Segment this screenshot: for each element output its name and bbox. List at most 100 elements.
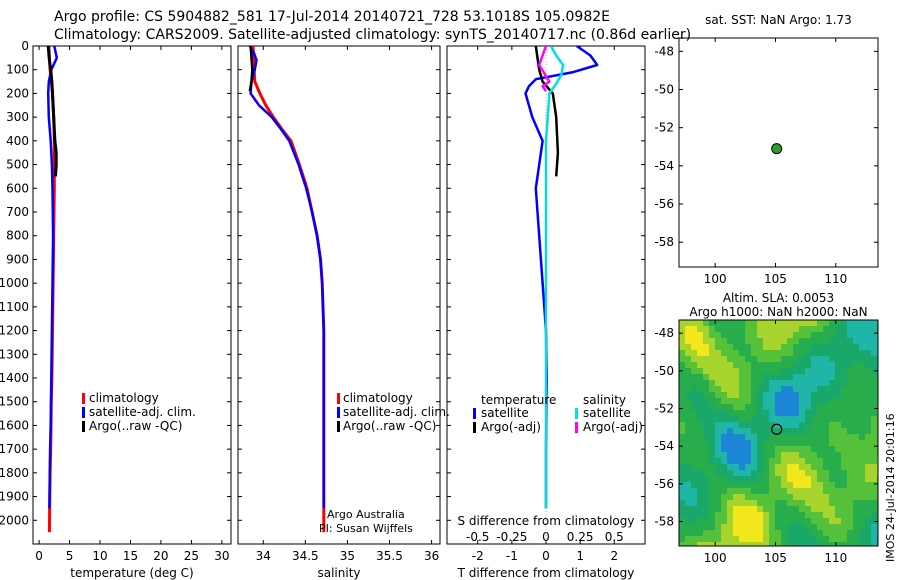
- heatmap-cell: [769, 542, 776, 546]
- heatmap-cell: [763, 470, 770, 477]
- heatmap-cell: [841, 410, 848, 417]
- heatmap-cell: [859, 542, 866, 546]
- heatmap-cell: [715, 530, 722, 537]
- heatmap-cell: [769, 422, 776, 429]
- temperature-series-argo-raw-qc-: [46, 46, 58, 177]
- heatmap-cell: [811, 356, 818, 363]
- heatmap-cell: [823, 464, 830, 471]
- heatmap-cell: [847, 470, 854, 477]
- heatmap-cell: [823, 482, 830, 489]
- heatmap-cell: [757, 362, 764, 369]
- heatmap-cell: [811, 338, 818, 345]
- heatmap-cell: [685, 404, 692, 411]
- heatmap-cell: [787, 452, 794, 459]
- heatmap-cell: [781, 542, 788, 546]
- heatmap-cell: [721, 338, 728, 345]
- heatmap-cell: [691, 398, 698, 405]
- heatmap-cell: [769, 350, 776, 357]
- heatmap-cell: [859, 452, 866, 459]
- heatmap-cell: [805, 332, 812, 339]
- heatmap-cell: [835, 368, 842, 375]
- heatmap-cell: [805, 470, 812, 477]
- heatmap-cell: [691, 374, 698, 381]
- heatmap-cell: [817, 500, 824, 507]
- difference-xtick-label: 1: [576, 549, 584, 563]
- heatmap-cell: [703, 518, 710, 525]
- sst_map-ytick-label: -54: [654, 159, 674, 173]
- heatmap-cell: [859, 446, 866, 453]
- heatmap-cell: [763, 332, 770, 339]
- salinity-xtick-label: 36: [424, 549, 439, 563]
- heatmap-cell: [841, 332, 848, 339]
- heatmap-cell: [769, 476, 776, 483]
- heatmap-cell: [727, 428, 734, 435]
- heatmap-cell: [829, 542, 836, 546]
- heatmap-cell: [799, 368, 806, 375]
- heatmap-cell: [751, 470, 758, 477]
- heatmap-cell: [871, 362, 878, 369]
- heatmap-cell: [847, 452, 854, 459]
- heatmap-cell: [859, 500, 866, 507]
- heatmap-cell: [733, 500, 740, 507]
- heatmap-cell: [745, 494, 752, 501]
- heatmap-cell: [769, 380, 776, 387]
- heatmap-cell: [763, 542, 770, 546]
- heatmap-cell: [829, 326, 836, 333]
- heatmap-cell: [787, 320, 794, 327]
- heatmap-cell: [709, 488, 716, 495]
- sla_map-ytick-label: -58: [654, 515, 674, 529]
- heatmap-cell: [793, 434, 800, 441]
- heatmap-cell: [781, 386, 788, 393]
- heatmap-cell: [727, 506, 734, 513]
- heatmap-cell: [865, 392, 872, 399]
- heatmap-cell: [835, 500, 842, 507]
- heatmap-cell: [835, 356, 842, 363]
- heatmap-cell: [853, 434, 860, 441]
- heatmap-cell: [805, 356, 812, 363]
- heatmap-cell: [793, 458, 800, 465]
- heatmap-cell: [757, 458, 764, 465]
- heatmap-cell: [793, 410, 800, 417]
- heatmap-cell: [829, 344, 836, 351]
- heatmap-cell: [727, 362, 734, 369]
- depth-tick-label: 1400: [0, 371, 29, 385]
- heatmap-cell: [793, 362, 800, 369]
- heatmap-cell: [793, 524, 800, 531]
- heatmap-cell: [871, 470, 878, 477]
- temperature-frame: [32, 45, 232, 545]
- heatmap-cell: [811, 428, 818, 435]
- heatmap-cell: [847, 482, 854, 489]
- heatmap-cell: [703, 386, 710, 393]
- heatmap-cell: [733, 434, 740, 441]
- heatmap-cell: [745, 404, 752, 411]
- heatmap-cell: [865, 380, 872, 387]
- heatmap-cell: [781, 506, 788, 513]
- heatmap-cell: [805, 362, 812, 369]
- heatmap-cell: [859, 392, 866, 399]
- heatmap-cell: [757, 392, 764, 399]
- heatmap-cell: [787, 542, 794, 546]
- heatmap-cell: [739, 470, 746, 477]
- heatmap-cell: [835, 440, 842, 447]
- heatmap-cell: [793, 476, 800, 483]
- heatmap-cell: [871, 356, 878, 363]
- heatmap-cell: [859, 404, 866, 411]
- heatmap-cell: [757, 512, 764, 519]
- heatmap-cell: [685, 452, 692, 459]
- heatmap-cell: [859, 482, 866, 489]
- heatmap-cell: [841, 518, 848, 525]
- heatmap-cell: [781, 440, 788, 447]
- heatmap-cell: [835, 374, 842, 381]
- heatmap-cell: [697, 524, 704, 531]
- heatmap-cell: [685, 428, 692, 435]
- heatmap-cell: [787, 518, 794, 525]
- heatmap-cell: [769, 494, 776, 501]
- heatmap-cell: [865, 542, 872, 546]
- heatmap-cell: [715, 398, 722, 405]
- heatmap-cell: [727, 392, 734, 399]
- heatmap-cell: [685, 482, 692, 489]
- heatmap-cell: [823, 536, 830, 543]
- heatmap-cell: [823, 410, 830, 417]
- difference-xtick-label: 2: [610, 549, 618, 563]
- heatmap-cell: [679, 440, 686, 447]
